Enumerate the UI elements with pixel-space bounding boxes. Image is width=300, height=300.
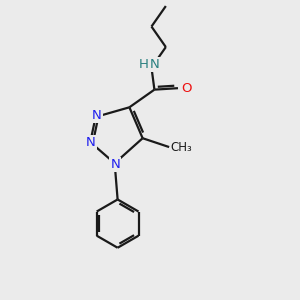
Text: H: H	[138, 58, 148, 71]
Text: N: N	[86, 136, 96, 149]
Text: CH₃: CH₃	[171, 141, 192, 154]
Text: N: N	[110, 158, 120, 171]
Text: N: N	[150, 58, 160, 71]
Text: N: N	[92, 109, 102, 122]
Text: O: O	[181, 82, 191, 95]
